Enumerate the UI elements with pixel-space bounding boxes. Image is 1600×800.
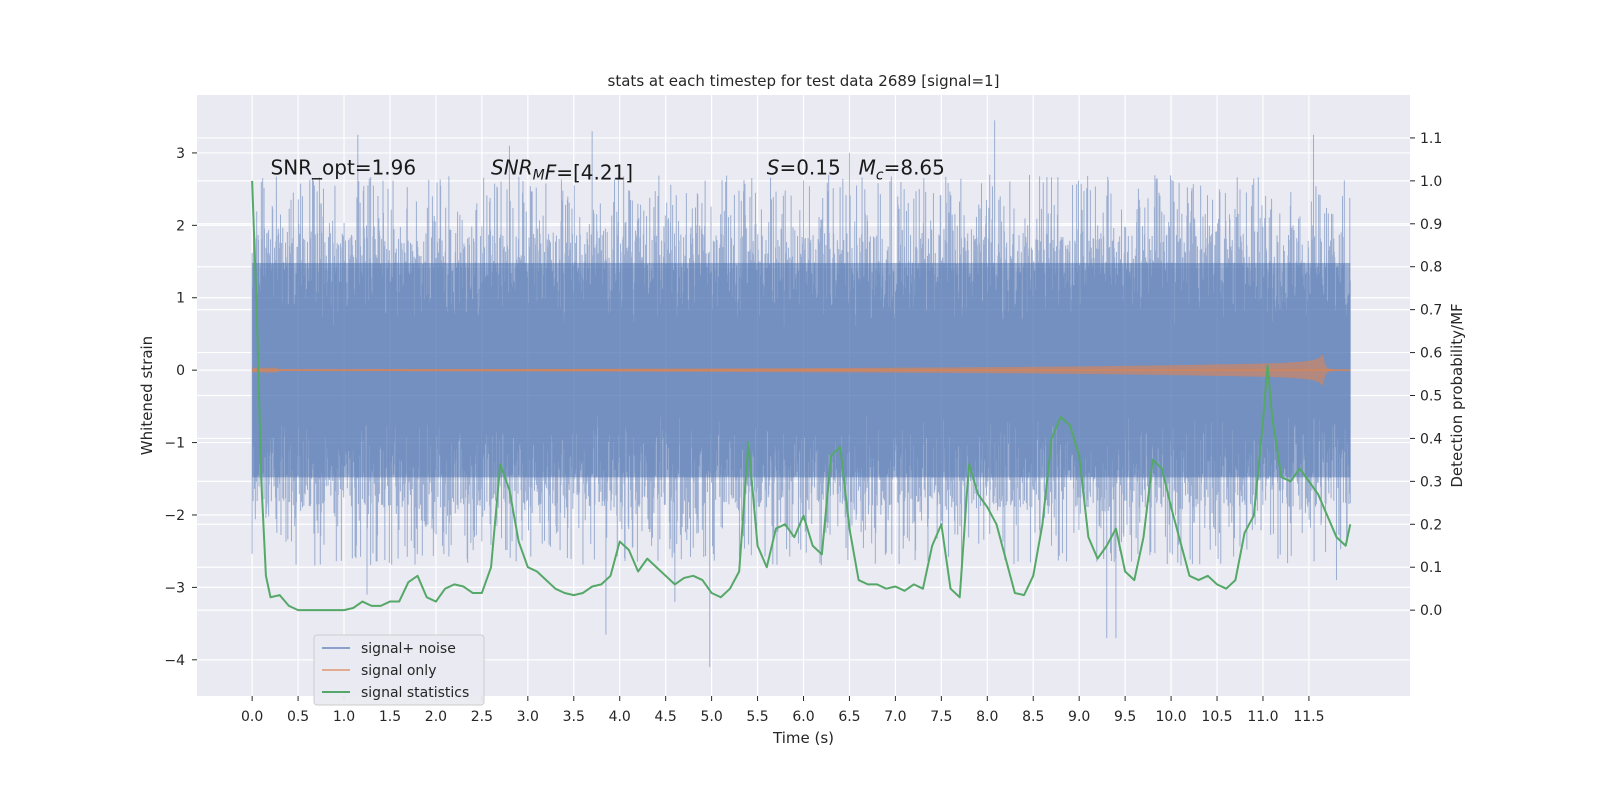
x-tick-label: 10.5: [1201, 709, 1232, 725]
chart-title: stats at each timestep for test data 268…: [608, 72, 1000, 90]
x-tick-label: 4.0: [609, 709, 631, 725]
x-tick-label: 1.0: [333, 709, 355, 725]
x-tick-label: 4.5: [655, 709, 677, 725]
x-tick-label: 0.5: [287, 709, 309, 725]
annotations: SNR_opt=1.96 SNRMF=[4.21] S=0.15 Mc=8.65: [271, 156, 945, 185]
legend-label: signal only: [361, 663, 436, 679]
y-right-tick-label: 0.6: [1420, 346, 1442, 362]
y-right-tick-label: 0.4: [1420, 431, 1442, 447]
y-right-tick-label: 1.1: [1420, 131, 1442, 147]
x-tick-label: 10.0: [1155, 709, 1186, 725]
y-left-tick-label: −1: [164, 436, 185, 452]
y-left-tick-label: 3: [176, 146, 185, 162]
series-signal-statistics: [251, 180, 1352, 612]
annotation: SNRMF=[4.21]: [491, 156, 633, 185]
y-right-tick-label: 0.9: [1420, 217, 1442, 233]
x-tick-label: 6.5: [838, 709, 860, 725]
y-right-tick-label: 0.5: [1420, 389, 1442, 405]
x-tick-label: 6.0: [792, 709, 814, 725]
x-tick-label: 5.5: [746, 709, 768, 725]
x-tick-label: 1.5: [379, 709, 401, 725]
y-left-tick-label: 1: [176, 291, 185, 307]
x-tick-label: 9.0: [1068, 709, 1090, 725]
y-left-tick-label: 2: [176, 218, 185, 234]
x-tick-label: 7.5: [930, 709, 952, 725]
x-tick-label: 11.5: [1293, 709, 1324, 725]
legend-box: [313, 634, 485, 706]
y-right-tick-label: 0.7: [1420, 303, 1442, 319]
x-tick-label: 0.0: [241, 709, 263, 725]
x-tick-label: 8.0: [976, 709, 998, 725]
x-tick-label: 7.0: [884, 709, 906, 725]
x-tick-label: 8.5: [1022, 709, 1044, 725]
legend-label: signal+ noise: [361, 641, 456, 657]
x-tick-label: 3.5: [563, 709, 585, 725]
y-right-tick-label: 0.0: [1420, 603, 1442, 619]
y-right-tick-label: 0.2: [1420, 517, 1442, 533]
legend: signal+ noise signal only signal statistic…: [313, 634, 485, 706]
legend-label: signal statistics: [361, 685, 469, 701]
y-left-tick-label: −3: [164, 580, 185, 596]
annotation: S=0.15: [767, 156, 841, 180]
y-left-axis-ticks: −4 −3 −2 −1 0 1 2 3: [164, 146, 197, 669]
y-right-tick-label: 1.0: [1420, 174, 1442, 190]
y-right-axis-ticks: 0.0 0.1 0.2 0.3 0.4 0.5 0.6 0.7 0.8 0.9 1.0 1.1: [1410, 131, 1442, 619]
y-right-tick-label: 0.3: [1420, 474, 1442, 490]
y-right-tick-label: 0.1: [1420, 560, 1442, 576]
x-tick-label: 9.5: [1114, 709, 1136, 725]
annotation: Mc=8.65: [859, 156, 945, 184]
x-tick-label: 5.0: [700, 709, 722, 725]
x-tick-label: 2.0: [425, 709, 447, 725]
x-tick-label: 11.0: [1247, 709, 1278, 725]
x-tick-label: 3.0: [517, 709, 539, 725]
x-axis-ticks: 0.0 0.5 1.0 1.5 2.0 2.5 3.0 3.5 4.0 4.5 5.0 5.5 6.0 6…: [241, 696, 1325, 725]
x-tick-label: 2.5: [471, 709, 493, 725]
y-left-tick-label: 0: [176, 363, 185, 379]
y-left-tick-label: −4: [164, 653, 185, 669]
annotation: SNR_opt=1.96: [271, 156, 417, 180]
x-axis-label: Time (s): [772, 729, 834, 747]
y-left-tick-label: −2: [164, 508, 185, 524]
signal-statistics-line: [251, 180, 1352, 612]
series-signal-only: [251, 354, 1351, 386]
y-right-axis-label: Detection probability/MF: [1448, 303, 1466, 487]
y-left-axis-label: Whitened strain: [138, 336, 156, 455]
y-right-tick-label: 0.8: [1420, 260, 1442, 276]
